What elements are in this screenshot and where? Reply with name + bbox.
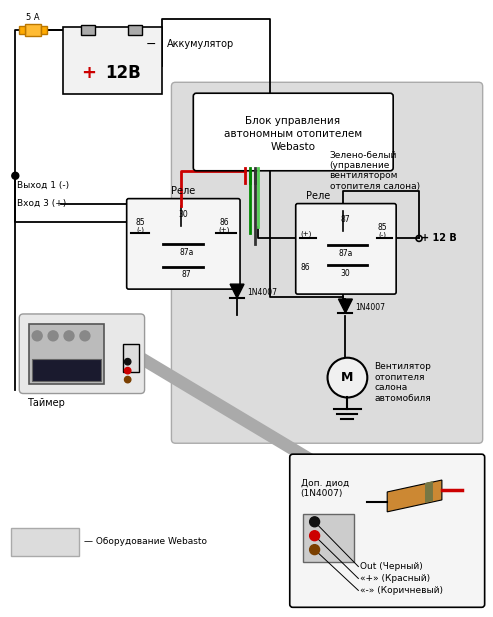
Text: 86: 86: [219, 218, 229, 227]
Text: (+): (+): [300, 230, 312, 237]
Circle shape: [125, 368, 131, 374]
Text: 1N4007: 1N4007: [247, 288, 277, 297]
Polygon shape: [339, 299, 352, 313]
Polygon shape: [387, 480, 442, 512]
Text: 1N4007: 1N4007: [355, 302, 386, 312]
FancyBboxPatch shape: [127, 199, 240, 289]
FancyBboxPatch shape: [19, 314, 144, 394]
Text: Блок управления
автономным отопителем
Webasto: Блок управления автономным отопителем We…: [224, 116, 362, 152]
Text: — Оборудование Webasto: — Оборудование Webasto: [84, 537, 207, 546]
Circle shape: [32, 331, 42, 341]
Circle shape: [80, 331, 90, 341]
Text: Таймер: Таймер: [27, 399, 65, 408]
FancyBboxPatch shape: [172, 82, 483, 443]
Bar: [63, 27, 163, 94]
Circle shape: [327, 358, 367, 397]
Text: Out (Черный): Out (Черный): [360, 562, 423, 571]
Text: (+): (+): [218, 226, 230, 233]
Bar: [19, 25, 25, 33]
Circle shape: [64, 331, 74, 341]
Text: 30: 30: [178, 210, 188, 219]
Circle shape: [310, 545, 319, 555]
Text: Реле: Реле: [171, 186, 196, 196]
Text: «-» (Коричневый): «-» (Коричневый): [360, 586, 443, 595]
Polygon shape: [230, 284, 244, 298]
Bar: [25, 23, 41, 36]
Text: M: M: [341, 371, 353, 384]
Bar: [29, 324, 104, 384]
Text: (-): (-): [137, 226, 144, 233]
Text: 87: 87: [341, 215, 350, 224]
Text: 5 А: 5 А: [27, 13, 40, 22]
Bar: [123, 344, 139, 371]
Text: (-): (-): [378, 231, 386, 238]
Bar: [32, 358, 101, 381]
Text: −: −: [145, 38, 156, 51]
Text: 87a: 87a: [179, 248, 194, 257]
Circle shape: [310, 517, 319, 527]
Text: 12В: 12В: [105, 64, 141, 82]
Text: 85: 85: [136, 218, 145, 227]
Text: Вентилятор
отопителя
салона
автомобиля: Вентилятор отопителя салона автомобиля: [374, 362, 431, 403]
FancyBboxPatch shape: [290, 454, 485, 607]
Circle shape: [125, 358, 131, 365]
Text: Зелено-белый
(управление
вентилятором
отопителя салона): Зелено-белый (управление вентилятором от…: [329, 151, 420, 191]
Text: + 12 В: + 12 В: [421, 233, 457, 243]
Text: Вход 3 (+): Вход 3 (+): [17, 199, 67, 208]
FancyBboxPatch shape: [193, 93, 393, 171]
Bar: [11, 528, 79, 555]
Text: Аккумулятор: Аккумулятор: [167, 39, 234, 49]
Bar: [81, 25, 95, 35]
Polygon shape: [425, 481, 433, 503]
Text: Доп. диод
(1N4007): Доп. диод (1N4007): [301, 479, 349, 499]
Bar: [128, 25, 141, 35]
Text: «+» (Красный): «+» (Красный): [360, 574, 430, 583]
Bar: [41, 25, 47, 33]
Text: 87: 87: [181, 270, 191, 279]
Circle shape: [48, 331, 58, 341]
Circle shape: [310, 531, 319, 540]
Text: 85: 85: [378, 223, 387, 232]
Circle shape: [12, 172, 19, 179]
Text: Выход 1 (-): Выход 1 (-): [17, 181, 70, 190]
Bar: [303, 514, 354, 561]
Text: +: +: [81, 64, 97, 82]
FancyBboxPatch shape: [296, 204, 396, 294]
Text: 86: 86: [301, 263, 311, 271]
Circle shape: [125, 376, 131, 383]
Text: 30: 30: [341, 268, 351, 278]
Text: 87a: 87a: [338, 249, 352, 258]
Text: Реле: Реле: [306, 191, 330, 201]
